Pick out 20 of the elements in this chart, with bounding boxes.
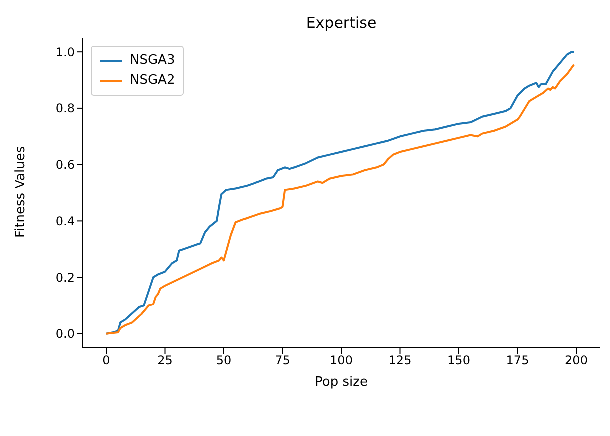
x-tick-label: 50 [216, 354, 232, 368]
y-tick-label: 0.0 [56, 327, 75, 342]
y-tick-label: 0.6 [56, 158, 75, 172]
x-tick-label: 75 [275, 354, 290, 368]
x-tick-label: 175 [506, 354, 530, 368]
chart-title: Expertise [306, 14, 377, 32]
y-axis-title: Fitness Values [14, 146, 29, 238]
x-tick-label: 150 [448, 354, 470, 368]
legend-label: NSGA2 [130, 72, 176, 90]
x-tick-label: 200 [565, 354, 588, 368]
legend-label: NSGA3 [130, 52, 176, 70]
y-tick-label: 0.2 [56, 270, 75, 285]
y-tick-label: 0.8 [56, 102, 75, 116]
x-tick-label: 125 [388, 354, 412, 368]
y-tick-label: 0.4 [56, 214, 75, 228]
x-axis-title: Pop size [315, 375, 368, 390]
x-tick-label: 25 [158, 354, 173, 368]
x-tick-label: 0 [102, 354, 110, 368]
y-tick-label: 1.0 [56, 45, 75, 60]
x-tick-label: 100 [330, 354, 353, 368]
